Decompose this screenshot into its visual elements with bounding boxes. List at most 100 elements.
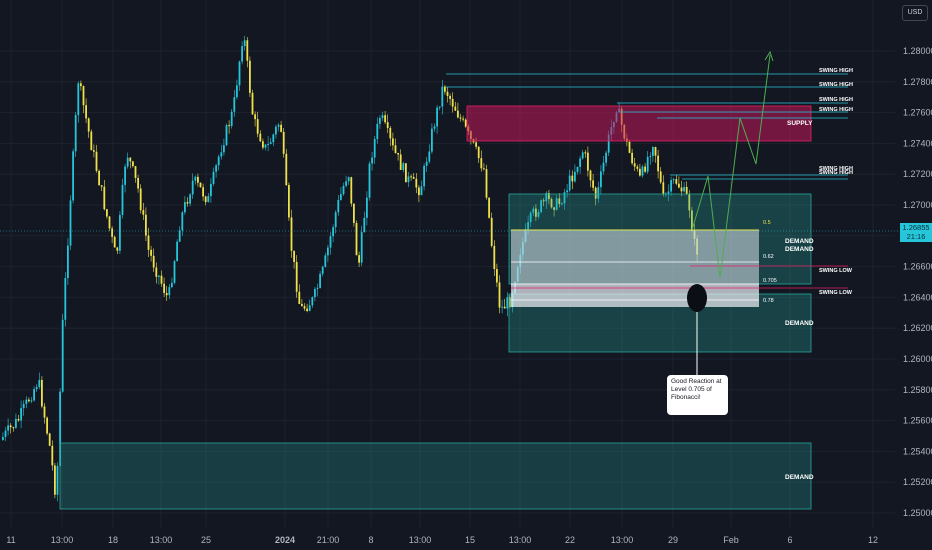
candle-body (20, 408, 22, 421)
candle-body (106, 209, 108, 217)
projection-line (691, 54, 771, 279)
candle-body (28, 399, 30, 402)
candle-body (657, 155, 659, 172)
demand-upper-label-2: DEMAND (785, 246, 814, 253)
candle-body (134, 166, 137, 178)
candle-body (56, 465, 59, 495)
projection-path (691, 50, 774, 279)
candle-body (269, 142, 272, 144)
demand-mid-label: DEMAND (785, 320, 814, 327)
current-price-tag: 1.26855 21:16 (900, 223, 932, 242)
time-axis-label: 22 (565, 535, 575, 545)
candle-body (579, 158, 581, 167)
candle-body (449, 95, 451, 99)
candle-body (537, 212, 540, 217)
price-axis-label: 1.27600 (903, 108, 932, 118)
candle-body (691, 210, 693, 232)
candle-body (246, 40, 249, 61)
candle-body (171, 282, 173, 288)
candle-body (444, 86, 446, 92)
currency-button[interactable]: USD (902, 5, 928, 21)
time-axis-label: 13:00 (509, 535, 532, 545)
candle-body (87, 118, 90, 132)
candle-body (147, 235, 150, 250)
swing-high-label-3: SWING HIGH (819, 97, 853, 103)
price-axis[interactable]: 1.28000 1.27800 1.27600 1.27400 1.27200 1.270… (903, 46, 932, 518)
time-axis-label: 25 (201, 535, 211, 545)
candle-body (558, 198, 561, 205)
fib-label-05: 0.5 (763, 220, 771, 226)
fib-box-upper (511, 230, 759, 284)
candle-body (680, 187, 683, 192)
candle-body (355, 222, 358, 256)
swing-high-label-4: SWING HIGH (819, 107, 853, 113)
candle-body (529, 212, 532, 223)
current-price-value: 1.26855 (902, 223, 930, 232)
price-axis-label: 1.26200 (903, 323, 932, 333)
candle-body (662, 182, 665, 195)
candle-body (150, 249, 152, 256)
candle-body (542, 200, 545, 202)
candle-body (217, 156, 220, 166)
candle-body (142, 210, 145, 215)
candle-body (69, 200, 72, 246)
candle-body (160, 275, 163, 284)
swing-high-label-5: SWING HIGH (819, 166, 853, 172)
candle-body (212, 171, 215, 184)
zone-labels: SUPPLY DEMAND DEMAND DEMAND DEMAND (785, 120, 814, 481)
candle-body (509, 297, 511, 308)
candle-body (342, 185, 345, 195)
candle-body (264, 144, 267, 148)
candle-body (373, 138, 376, 158)
candle-body (35, 387, 38, 390)
time-axis-label: 13:00 (611, 535, 634, 545)
fib-label-0705: 0.705 (763, 278, 777, 284)
candle-body (602, 162, 605, 172)
candle-body (332, 227, 334, 237)
time-axis[interactable]: 11 13:00 18 13:00 25 2024 21:00 8 13:00 15 13:00 22… (6, 535, 878, 545)
candle-body (100, 185, 103, 187)
candle-body (275, 126, 277, 135)
annotation-callout[interactable]: Good Reaction at Level 0.705 of Fibonacc… (667, 375, 728, 415)
candle-body (574, 171, 576, 182)
candle-body (363, 217, 366, 233)
candle-body (204, 196, 207, 203)
candle-body (236, 85, 238, 98)
demand-upper-label-1: DEMAND (785, 238, 814, 245)
candle-body (77, 83, 80, 116)
candle-body (399, 154, 402, 170)
swing-labels: SWING HIGH SWING HIGH SWING HIGH SWING H… (819, 68, 853, 296)
candle-body (61, 319, 64, 392)
candle-body (137, 177, 139, 189)
candle-body (451, 98, 454, 107)
candle-body (433, 126, 436, 129)
candle-body (116, 247, 119, 251)
candle-body (633, 163, 636, 167)
time-axis-label: 8 (368, 535, 373, 545)
candle-body (584, 152, 587, 154)
candle-body (163, 283, 165, 294)
supply-label: SUPPLY (787, 120, 813, 127)
candle-body (259, 133, 262, 142)
price-axis-label: 1.27400 (903, 138, 932, 148)
candle-body (641, 166, 644, 176)
candle-body (173, 261, 176, 283)
time-axis-label: 29 (668, 535, 678, 545)
price-axis-label: 1.25800 (903, 385, 932, 395)
candle-body (267, 143, 269, 145)
candle-body (644, 166, 646, 172)
candle-body (503, 306, 506, 309)
candle-body (402, 163, 405, 170)
candle-body (576, 166, 579, 172)
candle-body (441, 86, 444, 107)
candle-body (581, 152, 584, 159)
candle-body (82, 86, 85, 106)
candle-body (202, 187, 204, 197)
candle-body (654, 147, 657, 156)
fib-box-lower (511, 284, 759, 307)
candle-body (672, 179, 675, 181)
candle-body (649, 156, 652, 158)
candle-body (360, 232, 363, 263)
